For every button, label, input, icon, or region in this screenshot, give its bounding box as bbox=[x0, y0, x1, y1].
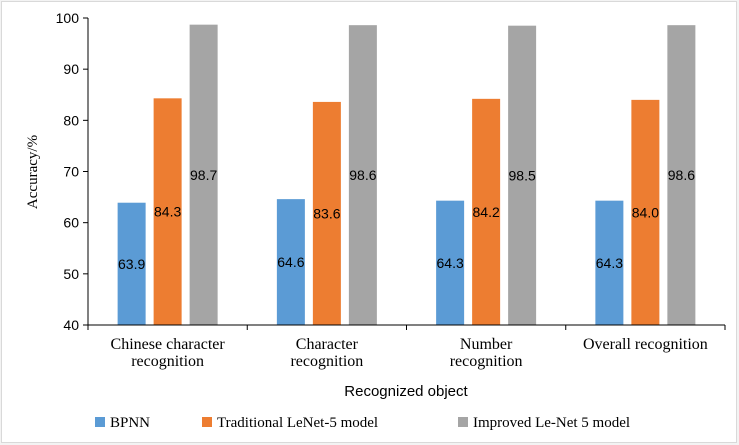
data-label-2-1: 98.6 bbox=[349, 167, 376, 183]
y-tick-label-60: 60 bbox=[63, 215, 79, 231]
bar-2-3 bbox=[667, 25, 696, 326]
legend-swatch-0 bbox=[95, 417, 105, 427]
data-label-2-2: 98.5 bbox=[509, 167, 536, 183]
x-axis-title: Recognized object bbox=[344, 383, 468, 400]
bar-2-0 bbox=[189, 24, 218, 325]
data-label-1-1: 83.6 bbox=[313, 205, 340, 221]
x-tick-label-2-0: Number bbox=[460, 336, 513, 353]
legend-swatch-1 bbox=[202, 417, 212, 427]
legend-label-2: Improved Le-Net 5 model bbox=[473, 415, 630, 431]
bar-0-3 bbox=[595, 200, 624, 325]
bar-0-2 bbox=[436, 200, 465, 325]
y-tick-label-40: 40 bbox=[63, 317, 79, 333]
data-label-0-3: 64.3 bbox=[596, 255, 623, 271]
labels-layer: 63.9 64.6 64.3 64.3 84.3 83.6 84.2 84.0 98.7 98.6… bbox=[118, 167, 695, 272]
data-label-1-2: 84.2 bbox=[473, 204, 500, 220]
bar-1-0 bbox=[153, 98, 182, 325]
y-axis-title: Accuracy/% bbox=[25, 135, 41, 209]
bar-0-0 bbox=[117, 202, 146, 325]
x-tick-label-0-1: recognition bbox=[131, 353, 204, 370]
data-label-0-1: 64.6 bbox=[277, 254, 304, 270]
legend: BPNN Traditional LeNet-5 model Improved Le… bbox=[95, 415, 630, 431]
x-tick-label-2-1: recognition bbox=[450, 353, 523, 370]
bar-1-2 bbox=[472, 98, 501, 326]
x-tick-label-0-0: Chinese character bbox=[111, 336, 226, 353]
x-tick-label-3-0: Overall recognition bbox=[583, 336, 708, 353]
data-label-2-3: 98.6 bbox=[668, 167, 695, 183]
y-tick-label-100: 100 bbox=[56, 10, 80, 26]
legend-swatch-2 bbox=[458, 417, 468, 427]
x-tick-label-1-1: recognition bbox=[290, 353, 363, 370]
y-tick-label-90: 90 bbox=[63, 61, 79, 77]
y-tick-label-50: 50 bbox=[63, 266, 79, 282]
legend-label-1: Traditional LeNet-5 model bbox=[217, 415, 378, 431]
data-label-1-3: 84.0 bbox=[632, 204, 659, 220]
y-tick-label-80: 80 bbox=[63, 112, 79, 128]
data-label-0-2: 64.3 bbox=[437, 255, 464, 271]
bar-1-3 bbox=[631, 99, 660, 325]
bar-2-1 bbox=[348, 25, 377, 326]
data-label-0-0: 63.9 bbox=[118, 256, 145, 272]
bars-layer bbox=[117, 24, 696, 326]
legend-label-0: BPNN bbox=[110, 415, 150, 431]
bar-2-2 bbox=[508, 25, 537, 326]
x-tick-label-1-0: Character bbox=[296, 336, 359, 353]
data-label-2-0: 98.7 bbox=[190, 167, 217, 183]
bar-1-1 bbox=[312, 101, 341, 325]
y-tick-label-70: 70 bbox=[63, 164, 79, 180]
data-label-1-0: 84.3 bbox=[154, 204, 181, 220]
bar-0-1 bbox=[276, 199, 305, 325]
